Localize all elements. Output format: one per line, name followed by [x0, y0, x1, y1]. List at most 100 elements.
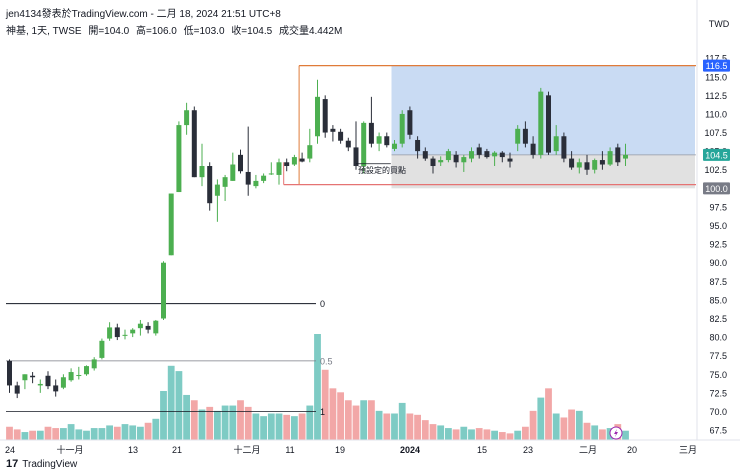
volume-bar	[291, 416, 298, 440]
volume-bar	[514, 430, 522, 440]
price-tick: 70.0	[709, 407, 727, 417]
currency-label[interactable]: TWD	[708, 19, 730, 29]
candle-body	[353, 147, 359, 167]
volume-bar	[167, 365, 175, 440]
open-value: 開=104.0	[88, 26, 130, 37]
candle-body	[145, 325, 151, 330]
volume-bar	[190, 400, 198, 440]
symbol-name[interactable]: 神基, 1天, TWSE	[6, 26, 82, 37]
candles	[7, 79, 628, 399]
candle-body	[607, 151, 613, 165]
volume-bar	[375, 410, 383, 440]
time-tick: 21	[172, 445, 182, 455]
candle-body	[30, 375, 36, 378]
volume-bar	[267, 413, 275, 440]
volume-bar	[552, 413, 560, 440]
fib-label-0: 0	[320, 299, 325, 309]
candle-body	[623, 154, 628, 159]
time-axis[interactable]: 24 十一月 13 21 十二月 11 19 2024 15 23 二月 20 三月	[0, 439, 740, 455]
high-value: 高=106.0	[136, 26, 177, 37]
volume-bar	[67, 424, 75, 440]
candle-body	[261, 175, 267, 181]
candle-body	[315, 96, 320, 137]
candle-body	[153, 320, 159, 334]
volume-bar	[144, 422, 152, 440]
time-tick: 十二月	[233, 444, 260, 455]
candle-body	[214, 184, 220, 196]
candle-body	[546, 95, 551, 153]
brand-name: TradingView	[22, 458, 78, 470]
volume-bar	[260, 416, 267, 440]
lightning-icon	[614, 429, 618, 437]
price-tick: 112.5	[705, 91, 727, 101]
time-tick: 15	[477, 445, 487, 455]
volume-bar	[437, 425, 445, 440]
volume-value: 成交量4.442M	[278, 26, 343, 37]
volume-bar	[221, 405, 229, 440]
price-tick: 90.0	[709, 258, 727, 268]
candle-body	[438, 160, 444, 163]
volume-bar	[75, 429, 83, 440]
buy-point-label: 預設定的買點	[358, 165, 406, 175]
volume-bar	[29, 430, 36, 440]
volume-bar	[460, 426, 468, 440]
candle-body	[322, 99, 328, 133]
candle-body	[168, 193, 174, 256]
price-scale[interactable]: 117.5115.0112.5110.0107.5105.0102.5100.0…	[696, 0, 730, 440]
volume-bar	[314, 334, 321, 440]
candle-body	[222, 177, 228, 187]
candle-body	[45, 375, 51, 387]
volume-bar	[506, 433, 514, 440]
volume-bar	[622, 430, 629, 440]
volume-bar	[60, 428, 67, 440]
candle-body	[184, 110, 190, 126]
volume-bar	[344, 400, 352, 440]
tradingview-logo[interactable]: 17 TradingView	[6, 458, 77, 470]
volume-bar	[591, 425, 599, 440]
candle-body	[392, 143, 397, 149]
candle-body	[84, 366, 89, 375]
price-label-top: 116.5	[706, 61, 728, 71]
candle-body	[515, 128, 521, 144]
candle-body	[7, 360, 12, 386]
volume-bar	[21, 432, 29, 440]
volume-bar	[406, 413, 414, 440]
candle-body	[338, 131, 344, 141]
candle-body	[422, 151, 428, 159]
candle-body	[307, 145, 313, 159]
volume-bar	[599, 429, 606, 440]
price-label-current-bg	[703, 148, 730, 161]
time-tick: 三月	[679, 445, 697, 455]
volume-bar	[414, 414, 421, 440]
price-tick: 80.0	[709, 333, 727, 343]
price-label-current: 104.5	[705, 150, 728, 160]
time-tick: 二月	[579, 445, 597, 455]
candle-body	[492, 152, 498, 157]
candle-body	[330, 128, 336, 132]
candle-body	[276, 162, 282, 175]
price-tick: 107.5	[704, 128, 727, 138]
candle-body	[522, 128, 528, 144]
volume-bar	[52, 428, 60, 440]
candle-body	[461, 157, 467, 163]
volume-bar	[429, 424, 437, 440]
risk-range-box	[391, 154, 695, 189]
candle-body	[384, 136, 390, 146]
volume-bar	[275, 413, 283, 440]
volume-bar	[137, 426, 144, 440]
candle-body	[284, 162, 290, 167]
candle-body	[91, 359, 97, 369]
volume-bar	[522, 426, 529, 440]
candle-body	[615, 147, 621, 163]
candle-body	[415, 139, 421, 152]
candle-body	[576, 162, 582, 168]
time-tick: 十一月	[56, 444, 83, 455]
candle-body	[345, 140, 351, 148]
candle-body	[14, 385, 20, 394]
volume-bar	[160, 390, 167, 440]
candle-body	[107, 327, 113, 339]
volume-bar	[529, 410, 537, 440]
time-tick: 2024	[400, 445, 420, 455]
time-tick: 13	[128, 445, 138, 455]
